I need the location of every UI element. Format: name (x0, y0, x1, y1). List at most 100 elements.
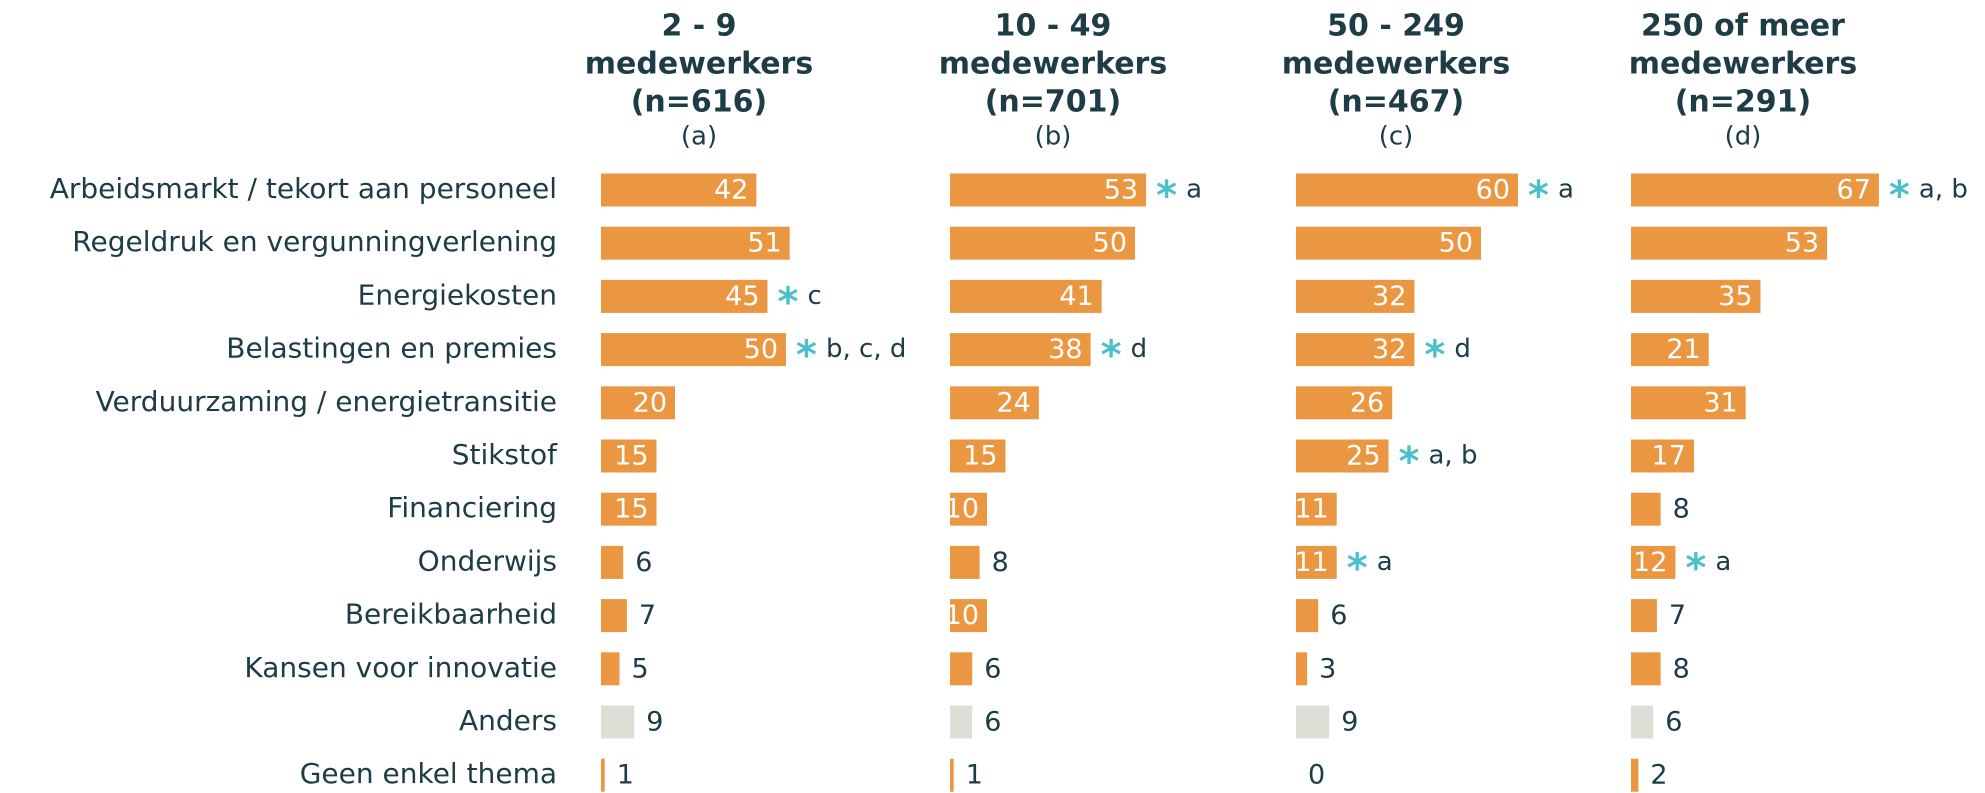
value-label: 12 (1633, 547, 1667, 578)
bar (1631, 705, 1654, 739)
bar (950, 333, 1091, 367)
bar (601, 333, 786, 367)
panel-title: (n=616) (631, 85, 768, 120)
significance-marker: * (1156, 173, 1177, 219)
bar (950, 545, 980, 579)
significance-label: a (1558, 175, 1574, 205)
value-label: 41 (1059, 281, 1093, 312)
bar (601, 705, 635, 739)
bar (1631, 492, 1661, 526)
value-label: 10 (945, 494, 979, 525)
value-label: 15 (614, 441, 648, 472)
bar (1296, 705, 1330, 739)
significance-marker: * (1424, 333, 1445, 379)
panel-title: (n=467) (1328, 85, 1465, 120)
category-label: Onderwijs (418, 544, 557, 577)
bar (1631, 652, 1661, 686)
value-label: 3 (1319, 653, 1336, 684)
bar (1296, 545, 1337, 579)
significance-label: d (1454, 334, 1471, 364)
significance-label: a (1186, 175, 1202, 205)
panel-subtitle: (d) (1725, 122, 1762, 152)
value-label: 2 (1650, 760, 1667, 791)
value-label: 7 (1669, 600, 1686, 631)
value-label: 50 (744, 334, 778, 365)
value-label: 21 (1666, 334, 1700, 365)
significance-label: a (1715, 547, 1731, 577)
value-label: 6 (635, 547, 652, 578)
value-label: 50 (1439, 228, 1473, 259)
significance-marker: * (1399, 439, 1420, 485)
bar (1296, 226, 1481, 260)
bar (1296, 439, 1389, 473)
panel-title: 50 - 249 (1327, 9, 1465, 44)
value-label: 35 (1718, 281, 1752, 312)
panel-title: medewerkers (1629, 47, 1857, 82)
bar (1296, 333, 1415, 367)
bar (1296, 652, 1308, 686)
bar (1631, 545, 1676, 579)
value-label: 8 (1673, 494, 1690, 525)
bar (1296, 386, 1393, 420)
bar (601, 545, 624, 579)
category-label: Verduurzaming / energietransitie (96, 385, 557, 418)
panel-title: 250 of meer (1641, 9, 1845, 44)
bar (1631, 599, 1657, 633)
value-label: 31 (1703, 387, 1737, 418)
bar (950, 226, 1135, 260)
value-label: 6 (984, 707, 1001, 738)
category-label: Financiering (387, 491, 557, 524)
panel-title: 10 - 49 (995, 9, 1112, 44)
value-label: 11 (1294, 494, 1328, 525)
bar (950, 386, 1039, 420)
category-label: Stikstof (452, 438, 558, 471)
value-label: 15 (614, 494, 648, 525)
bar (601, 439, 657, 473)
panel-title: medewerkers (585, 47, 813, 82)
significance-marker: * (1889, 173, 1910, 219)
value-label: 9 (646, 707, 663, 738)
value-label: 38 (1048, 334, 1082, 365)
bar (1631, 386, 1746, 420)
value-label: 50 (1093, 228, 1127, 259)
significance-label: d (1131, 334, 1148, 364)
bar (1631, 279, 1761, 313)
value-label: 7 (639, 600, 656, 631)
value-label: 8 (1673, 653, 1690, 684)
value-label: 25 (1346, 441, 1380, 472)
value-label: 15 (963, 441, 997, 472)
value-label: 51 (747, 228, 781, 259)
significance-marker: * (1101, 333, 1122, 379)
value-label: 45 (725, 281, 759, 312)
bar (601, 492, 657, 526)
value-label: 1 (966, 760, 983, 791)
value-label: 6 (984, 653, 1001, 684)
significance-marker: * (1685, 545, 1706, 591)
bar (601, 386, 675, 420)
panel-title: (n=701) (985, 85, 1122, 120)
panel-title: 2 - 9 (661, 9, 736, 44)
value-label: 32 (1372, 334, 1406, 365)
panel-title: medewerkers (939, 47, 1167, 82)
value-label: 5 (632, 653, 649, 684)
significance-label: a, b (1919, 175, 1968, 205)
bar (601, 652, 620, 686)
bar (1296, 173, 1518, 207)
value-label: 8 (992, 547, 1009, 578)
value-label: 53 (1104, 175, 1138, 206)
bar (601, 279, 768, 313)
bar (950, 279, 1102, 313)
category-label: Belastingen en premies (226, 332, 557, 365)
significance-label: c (808, 281, 822, 311)
value-label: 24 (996, 387, 1030, 418)
category-label: Regeldruk en vergunningverlening (72, 225, 557, 258)
significance-marker: * (796, 333, 817, 379)
significance-marker: * (1528, 173, 1549, 219)
significance-marker: * (778, 279, 799, 325)
bar (950, 652, 973, 686)
bar (601, 173, 757, 207)
bar (1631, 758, 1639, 792)
bar (950, 758, 954, 792)
panel-title: (n=291) (1675, 85, 1812, 120)
value-label: 1 (617, 760, 634, 791)
